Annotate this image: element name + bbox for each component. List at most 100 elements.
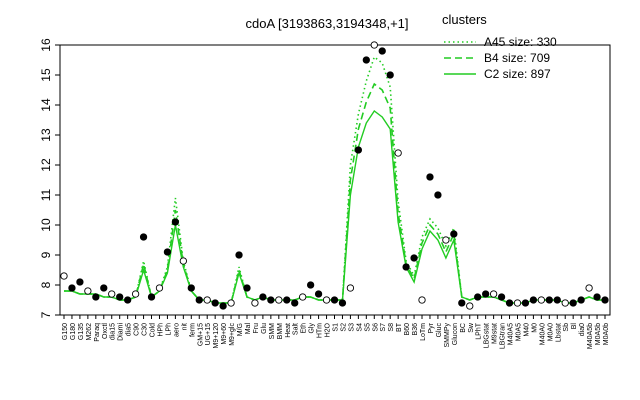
- legend-label: C2 size: 897: [484, 67, 551, 81]
- x-tick-label: G150: [62, 323, 69, 340]
- x-tick-label: M262: [86, 323, 93, 341]
- data-point: [386, 71, 394, 79]
- x-tick-label: M0: [531, 323, 538, 333]
- data-point: [394, 149, 402, 157]
- data-point: [521, 299, 530, 307]
- x-axis: G150 G180 G135 M262 Paraq Oxctl dia15 Diami dia5…: [62, 315, 610, 349]
- data-point: [346, 284, 355, 292]
- data-point: [450, 230, 458, 238]
- data-point: [291, 299, 299, 307]
- x-tick-label: M/G: [237, 323, 244, 336]
- x-tick-label: LoTm: [420, 323, 427, 341]
- data-point: [362, 56, 370, 64]
- x-tick-label: S5: [364, 323, 371, 332]
- x-tick-label: LBGstat: [484, 323, 491, 348]
- data-point: [593, 293, 601, 301]
- y-tick-label: 14: [39, 98, 53, 112]
- x-tick-label: aero: [173, 323, 180, 337]
- data-point: [402, 263, 410, 271]
- data-point: [561, 299, 569, 307]
- y-tick-label: 16: [39, 38, 53, 52]
- x-tick-label: M9+60: [221, 323, 228, 345]
- x-tick-label: C30: [142, 323, 149, 336]
- data-point: [163, 248, 172, 256]
- legend-label: B4 size: 709: [484, 51, 550, 65]
- x-tick-label: Lbstat: [555, 323, 562, 342]
- x-tick-label: BMM: [277, 323, 284, 340]
- data-point: [275, 296, 283, 304]
- data-point: [378, 47, 386, 55]
- x-tick-label: S3: [348, 323, 355, 332]
- x-tick-label: C90: [134, 323, 141, 336]
- x-tick-label: M0A5: [515, 323, 522, 341]
- x-tick-label: HTm: [317, 323, 324, 338]
- x-tick-label: S2: [340, 323, 347, 332]
- data-point: [211, 299, 219, 307]
- data-point: [370, 41, 378, 49]
- data-point: [267, 296, 275, 304]
- data-point: [330, 296, 339, 304]
- series-line-2: [64, 109, 605, 304]
- x-tick-label: M40: [523, 323, 530, 337]
- x-tick-label: Glu: [261, 323, 268, 334]
- legend: clusters A45 size: 330 B4 size: 709 C2 siz…: [442, 12, 557, 81]
- x-tick-label: Eth: [301, 323, 308, 334]
- data-point: [529, 296, 538, 304]
- x-tick-label: Diami: [118, 323, 125, 341]
- x-tick-label: nit: [181, 323, 188, 330]
- x-tick-label: Pyr: [428, 322, 435, 333]
- x-tick-label: Fru: [253, 323, 260, 334]
- data-point: [338, 299, 347, 307]
- data-point: [466, 302, 474, 310]
- x-tick-label: Cold: [150, 323, 157, 338]
- x-tick-label: M40A5b: [587, 323, 594, 349]
- x-tick-label: BT: [396, 322, 403, 332]
- data-point: [458, 299, 466, 307]
- y-tick-label: 8: [39, 281, 53, 288]
- x-tick-label: dia0: [579, 323, 586, 336]
- x-tick-label: Heat: [285, 323, 292, 338]
- x-tick-label: S6: [372, 323, 379, 332]
- x-tick-label: ferm: [189, 323, 196, 337]
- x-tick-label: S4: [356, 323, 363, 332]
- data-point: [84, 287, 92, 295]
- data-point: [251, 299, 259, 307]
- x-tick-label: M9stat: [492, 323, 499, 344]
- data-point: [569, 299, 577, 307]
- data-point: [227, 299, 235, 307]
- data-point: [171, 218, 180, 226]
- y-tick-label: 12: [39, 158, 53, 172]
- x-tick-label: Sw: [468, 322, 475, 333]
- x-tick-label: M40A0: [539, 323, 546, 345]
- x-tick-label: Glucon: [452, 323, 459, 345]
- x-tick-label: G180: [70, 323, 77, 340]
- data-point: [283, 296, 291, 304]
- data-point: [585, 284, 593, 292]
- data-point: [553, 296, 561, 304]
- y-tick-label: 10: [39, 218, 53, 232]
- data-point: [306, 281, 315, 289]
- data-point: [203, 296, 211, 304]
- x-tick-label: HPh: [157, 323, 164, 337]
- x-tick-label: LPh: [165, 323, 172, 336]
- data-point: [139, 233, 148, 241]
- data-point: [537, 296, 546, 304]
- x-tick-label: Gly: [309, 323, 316, 334]
- y-tick-label: 9: [39, 251, 53, 258]
- data-point: [131, 290, 140, 298]
- data-point: [155, 284, 164, 292]
- legend-label: A45 size: 330: [484, 35, 557, 49]
- x-tick-label: Sb: [563, 323, 570, 332]
- x-tick-label: UG+15: [205, 323, 212, 345]
- x-tick-label: Gluc: [436, 323, 443, 338]
- data-point: [418, 296, 426, 304]
- x-tick-label: Oxctl: [102, 323, 109, 339]
- data-point: [577, 296, 585, 304]
- data-point: [259, 293, 267, 301]
- chart-title: cdoA [3193863,3194348,+1]: [245, 16, 408, 31]
- x-tick-label: S1: [333, 323, 340, 332]
- x-tick-label: dia5: [126, 323, 133, 336]
- series-lines: [64, 55, 605, 304]
- y-tick-label: 7: [39, 311, 53, 318]
